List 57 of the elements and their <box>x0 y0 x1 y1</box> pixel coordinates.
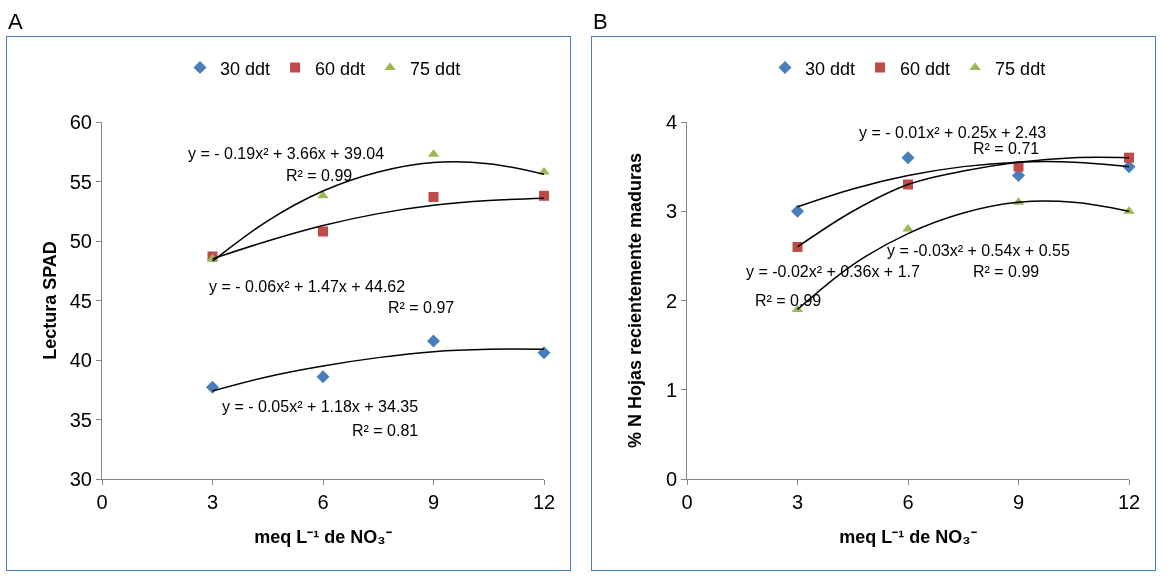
x-tick-label: 12 <box>1117 491 1141 513</box>
x-tick-label: 6 <box>317 491 329 513</box>
chart-title: A <box>7 8 24 36</box>
y-tick-label: 30 <box>69 468 92 490</box>
point <box>427 334 440 348</box>
annotation: R² = 0.71 <box>973 140 1040 157</box>
point <box>901 151 915 165</box>
annotation: y = - 0.01x² + 0.25x + 2.43 <box>859 124 1047 141</box>
point <box>791 204 804 218</box>
point <box>206 380 219 394</box>
annotation: y = - 0.06x² + 1.47x + 44.62 <box>209 278 406 295</box>
y-tick-label: 40 <box>69 349 92 371</box>
annotation: y = -0.03x² + 0.54x + 0.55 <box>887 242 1070 259</box>
y-tick-label: 2 <box>665 289 677 312</box>
x-tick-label: 3 <box>791 491 804 513</box>
x-tick-label: 6 <box>902 491 914 513</box>
legend-label: 75 ddt <box>410 58 461 79</box>
annotation: R² = 0.99 <box>973 263 1040 280</box>
point <box>1124 152 1134 163</box>
x-tick-label: 0 <box>681 491 693 513</box>
y-tick-label: 55 <box>69 170 92 193</box>
y-tick-label: 3 <box>665 200 677 223</box>
annotation: R² = 0.97 <box>388 299 455 316</box>
legend-label: 30 ddt <box>220 58 271 79</box>
x-axis-title: meq L⁻¹ de NO₃⁻ <box>254 527 392 547</box>
x-tick-label: 0 <box>96 491 108 513</box>
y-tick-label: 0 <box>665 468 677 490</box>
y-axis-title: Lectura SPAD <box>40 241 60 360</box>
legend-label: 60 ddt <box>315 58 366 79</box>
x-tick-label: 9 <box>427 491 440 513</box>
x-axis-title: meq L⁻¹ de NO₃⁻ <box>839 527 977 547</box>
y-tick-label: 4 <box>665 111 677 133</box>
point <box>316 370 330 384</box>
point <box>537 346 551 360</box>
annotation: R² = 0.81 <box>352 422 419 439</box>
annotation: y = - 0.19x² + 3.66x + 39.04 <box>188 145 385 162</box>
point <box>792 241 803 252</box>
annotation: R² = 0.99 <box>286 167 353 184</box>
point <box>318 226 328 237</box>
chart-title: B <box>592 8 609 36</box>
point <box>539 190 549 201</box>
point <box>428 191 439 202</box>
y-tick-label: 60 <box>69 111 92 133</box>
y-tick-label: 1 <box>665 378 677 401</box>
x-tick-label: 12 <box>532 491 556 513</box>
annotation: y = -0.02x² + 0.36x + 1.7 <box>746 263 920 280</box>
y-tick-label: 45 <box>69 289 92 312</box>
y-tick-label: 50 <box>69 230 92 252</box>
x-tick-label: 9 <box>1012 491 1025 513</box>
annotation: y = - 0.05x² + 1.18x + 34.35 <box>222 398 419 415</box>
point <box>1013 161 1024 172</box>
y-axis-title: % N Hojas recientemente maduras <box>625 152 645 449</box>
y-tick-label: 35 <box>69 408 92 431</box>
x-tick-label: 3 <box>206 491 219 513</box>
legend-label: 75 ddt <box>995 58 1046 79</box>
legend-label: 60 ddt <box>900 58 951 79</box>
legend-label: 30 ddt <box>805 58 856 79</box>
